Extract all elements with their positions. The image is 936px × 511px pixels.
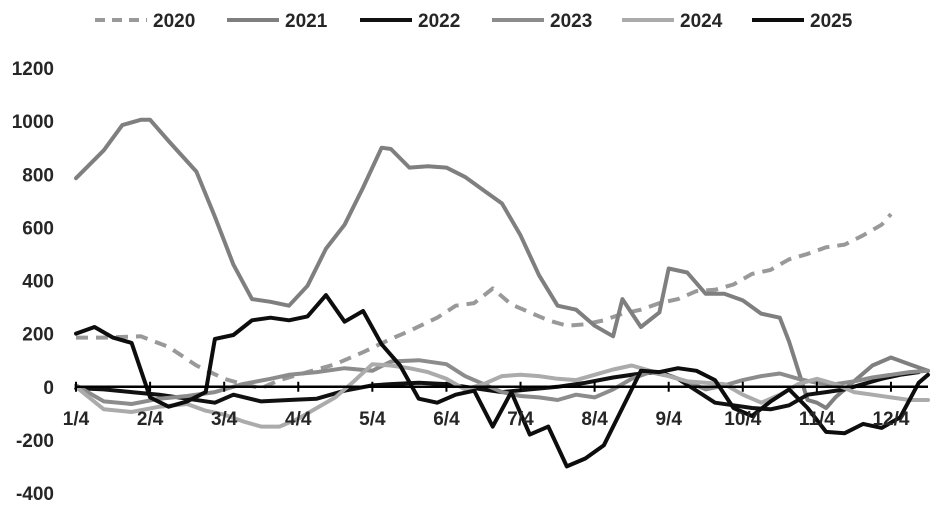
y-tick-label: 400 <box>22 272 54 293</box>
x-tick-label: 4/4 <box>285 409 312 430</box>
x-tick-label: 12/4 <box>872 409 909 430</box>
series-line-2025 <box>74 293 930 469</box>
legend-label-2023: 2023 <box>550 11 592 32</box>
x-tick-label: 9/4 <box>655 409 682 430</box>
y-tick-label: 800 <box>22 165 54 186</box>
x-tick-label: 11/4 <box>799 409 835 430</box>
series-line-2021 <box>74 117 930 410</box>
y-tick-label: 1000 <box>12 112 54 133</box>
y-tick-label: -400 <box>16 484 54 505</box>
legend-label-2025: 2025 <box>810 11 853 32</box>
series-line-2023 <box>74 358 930 406</box>
y-tick-label: 1200 <box>12 59 54 80</box>
y-tick-label: -200 <box>16 431 54 452</box>
y-axis: -400 -200 0 200 400 600 800 1000 1200 <box>12 59 54 505</box>
legend: 2020 2021 2022 2023 2024 2025 <box>95 11 853 32</box>
y-tick-label: 600 <box>22 218 54 239</box>
x-tick-label: 1/4 <box>63 409 90 430</box>
x-tick-label: 7/4 <box>507 409 534 430</box>
x-tick-label: 8/4 <box>581 409 608 430</box>
legend-label-2020: 2020 <box>153 11 195 32</box>
legend-label-2022: 2022 <box>418 11 460 32</box>
series-line-2020 <box>76 212 893 391</box>
legend-label-2024: 2024 <box>680 11 723 32</box>
x-tick-label: 5/4 <box>359 409 386 430</box>
x-tick-label: 3/4 <box>211 409 238 430</box>
y-tick-label: 0 <box>43 378 54 399</box>
x-tick-label: 10/4 <box>724 409 761 430</box>
x-axis: 1/4 2/4 3/4 4/4 5/4 6/4 7/4 8/4 9/4 10/4 11/4 12/4 <box>63 381 928 430</box>
x-tick-label: 6/4 <box>433 409 460 430</box>
x-tick-label: 2/4 <box>137 409 164 430</box>
y-tick-label: 200 <box>22 325 54 346</box>
legend-label-2021: 2021 <box>285 11 328 32</box>
